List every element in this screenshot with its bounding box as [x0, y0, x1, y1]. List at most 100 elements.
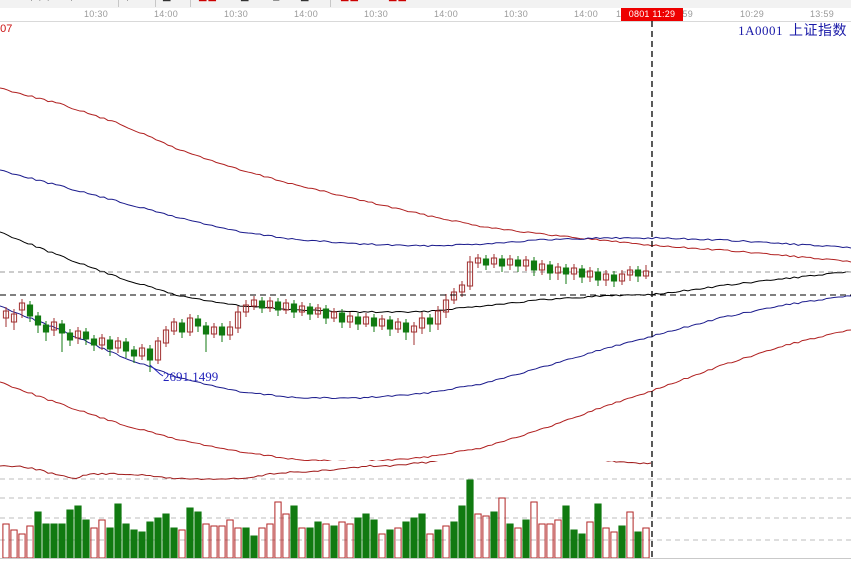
candle — [274, 298, 282, 316]
candle — [218, 323, 226, 342]
candle — [354, 313, 362, 330]
candle — [386, 316, 394, 336]
volume-bar — [490, 511, 498, 559]
volume-bar — [250, 535, 258, 559]
candle — [58, 320, 66, 352]
volume-bar — [514, 527, 522, 559]
chart-type-icon[interactable]: ⌐⌐⌐ — [30, 0, 55, 6]
volume-pane-baseline — [0, 558, 851, 559]
time-axis: 10:30 14:00 10:30 14:00 10:30 14:00 10:30 14:00… — [0, 8, 851, 22]
volume-bar — [386, 529, 394, 559]
volume-bar — [258, 527, 266, 559]
candle — [394, 318, 402, 333]
candle — [122, 338, 130, 358]
candle — [522, 256, 530, 271]
candle — [450, 288, 458, 304]
volume-bar — [50, 523, 58, 559]
volume-bar — [426, 533, 434, 559]
candle — [26, 301, 34, 322]
red-indicator-icon[interactable]: ▬▬ — [198, 0, 217, 6]
volume-bar — [546, 523, 554, 559]
time-axis-label: 10:30 — [363, 9, 389, 19]
band-line-upper — [0, 87, 851, 263]
candle — [250, 296, 258, 310]
volume-bar — [90, 527, 98, 559]
price-chart-svg — [0, 21, 851, 461]
volume-bar — [578, 533, 586, 559]
toolbar-separator — [118, 0, 119, 7]
index-code: 1A0001 — [738, 23, 783, 38]
candle — [514, 256, 522, 272]
candle — [410, 322, 418, 345]
red-bar-icon[interactable]: ▬▬ — [340, 0, 359, 6]
price-annotation-label: 2691.1499 — [163, 369, 219, 384]
candle — [226, 321, 234, 340]
grid-icon[interactable]: ⌐ — [70, 0, 78, 6]
volume-bar — [562, 505, 570, 559]
candle — [498, 255, 506, 272]
candle — [402, 319, 410, 340]
candle — [10, 309, 18, 330]
volume-bar — [282, 513, 290, 559]
volume-bar — [450, 521, 458, 559]
candle — [530, 257, 538, 276]
volume-bar — [266, 523, 274, 559]
volume-bar — [234, 527, 242, 559]
volume-bar — [242, 527, 250, 559]
volume-bar — [434, 529, 442, 559]
crosshair[interactable] — [0, 21, 851, 461]
left-price-label: 807 — [0, 23, 13, 35]
dash-icon[interactable]: ▬ — [300, 0, 309, 6]
candle — [642, 265, 650, 279]
volume-bar — [418, 513, 426, 559]
volume-bar — [410, 517, 418, 559]
equals-icon[interactable]: = — [272, 0, 280, 6]
toolbar-separator — [190, 0, 191, 7]
red-bar2-icon[interactable]: ▬▬ — [388, 0, 407, 6]
band-line-center — [0, 231, 851, 314]
minus-icon[interactable]: — — [6, 0, 16, 6]
candle — [18, 299, 26, 318]
candle — [202, 322, 210, 352]
candle — [290, 300, 298, 318]
price-chart-pane[interactable] — [0, 21, 851, 461]
candle — [154, 337, 162, 364]
candle — [178, 319, 186, 338]
time-axis-label: 13:59 — [809, 9, 835, 19]
candle — [378, 315, 386, 330]
candle — [434, 306, 442, 330]
volume-bar — [554, 519, 562, 559]
volume-bar — [634, 531, 642, 559]
candle — [186, 314, 194, 336]
volume-bar — [202, 523, 210, 559]
volume-bar — [122, 523, 130, 559]
volume-bar — [370, 519, 378, 559]
volume-bar — [394, 527, 402, 559]
cursor-icon[interactable]: ⌐ — [126, 0, 134, 6]
volume-bar — [362, 513, 370, 559]
candle — [258, 297, 266, 313]
volume-bar — [458, 505, 466, 559]
candle — [74, 327, 82, 344]
volume-ma-line — [0, 461, 652, 481]
candle — [546, 261, 554, 280]
volume-bar — [42, 523, 50, 559]
candle — [306, 303, 314, 320]
volume-bar — [538, 523, 546, 559]
candle — [2, 307, 10, 327]
volume-bar — [610, 531, 618, 559]
volume-bar — [378, 533, 386, 559]
band-line-mid-low — [0, 295, 851, 400]
candle — [474, 254, 482, 268]
candle — [266, 297, 274, 312]
volume-bar — [626, 511, 634, 559]
candle — [362, 313, 370, 327]
candle — [314, 304, 322, 318]
candle — [282, 299, 290, 314]
bars-icon[interactable]: ▬ — [162, 0, 171, 6]
volume-chart-pane[interactable] — [0, 461, 851, 559]
candle — [146, 345, 154, 372]
candle — [66, 329, 74, 346]
volume-bar — [354, 517, 362, 559]
line-icon[interactable]: ▬ — [240, 0, 249, 6]
